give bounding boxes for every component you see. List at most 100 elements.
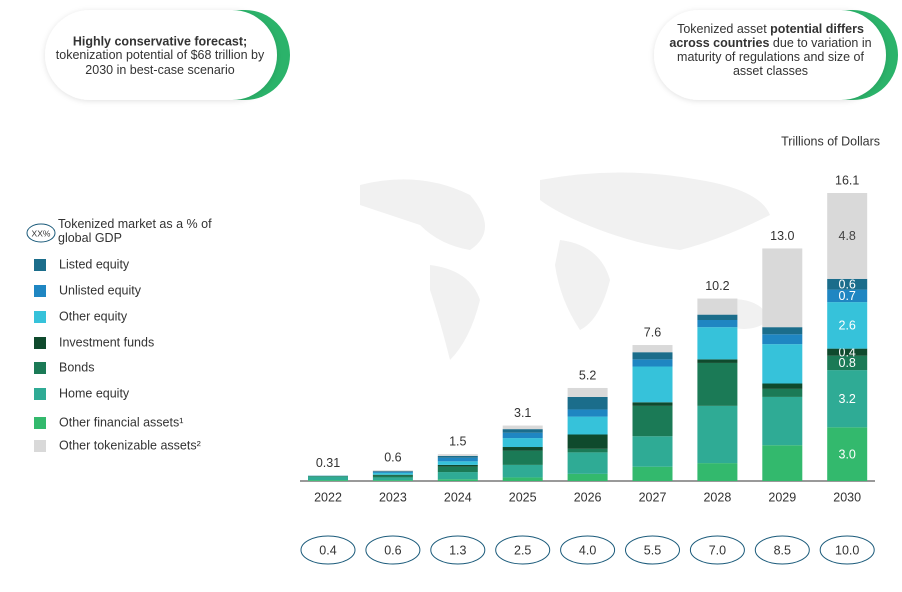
bar-segment bbox=[697, 362, 738, 406]
gdp-label: 0.6 bbox=[384, 543, 401, 557]
bar-segment bbox=[372, 477, 413, 481]
bar-segment bbox=[308, 476, 348, 481]
bar-segment bbox=[762, 327, 803, 335]
bar-segment bbox=[827, 289, 868, 303]
gdp-badge bbox=[625, 535, 680, 565]
bar-segment bbox=[372, 480, 413, 481]
legend-swatch bbox=[34, 337, 46, 349]
legend-label: Home equity bbox=[59, 386, 130, 400]
segment-label: 3.2 bbox=[839, 392, 856, 406]
bar-segment bbox=[372, 475, 413, 478]
bar-segment bbox=[567, 473, 608, 481]
bar-segment bbox=[372, 474, 413, 476]
legend-label: Listed equity bbox=[59, 257, 130, 271]
text: Tokenized asset bbox=[677, 22, 771, 36]
total-label: 13.0 bbox=[770, 229, 794, 243]
bar-segment bbox=[697, 405, 738, 464]
bar-segment bbox=[502, 477, 543, 481]
bar-segment bbox=[827, 348, 868, 356]
total-label: 10.2 bbox=[705, 279, 729, 293]
bar-segment bbox=[697, 359, 738, 363]
gdp-badge bbox=[430, 535, 486, 565]
bar-segment bbox=[762, 344, 803, 384]
legend-swatch bbox=[34, 388, 46, 400]
bar-segment bbox=[437, 479, 478, 481]
total-label: 0.31 bbox=[316, 456, 340, 470]
gdp-badge bbox=[689, 535, 745, 565]
bar-segment bbox=[827, 193, 868, 279]
bar-segment bbox=[502, 450, 543, 465]
bar-segment bbox=[437, 457, 478, 462]
bar-segment bbox=[632, 359, 673, 367]
bar-segment bbox=[372, 470, 413, 472]
legend-symbol bbox=[26, 223, 56, 243]
bar-segment bbox=[827, 278, 868, 290]
legend-swatch bbox=[34, 440, 46, 452]
gdp-label: 8.5 bbox=[774, 543, 791, 557]
bar-segment bbox=[567, 416, 608, 435]
total-label: 3.1 bbox=[514, 406, 531, 420]
x-tick-label: 2024 bbox=[444, 490, 472, 504]
bar-segment bbox=[437, 472, 478, 480]
bar-segment bbox=[632, 352, 673, 360]
bar-segment bbox=[827, 355, 868, 371]
gdp-label: 1.3 bbox=[449, 543, 466, 557]
legend-label: Unlisted equity bbox=[59, 283, 142, 297]
bar-segment bbox=[372, 471, 413, 473]
bar-segment bbox=[632, 436, 673, 467]
x-tick-label: 2022 bbox=[314, 490, 342, 504]
bar-segment bbox=[632, 345, 673, 353]
callout-title: Highly conservative forecast; bbox=[73, 34, 247, 48]
x-tick-label: 2030 bbox=[833, 490, 861, 504]
unit-label: Trillions of Dollars bbox=[781, 134, 880, 148]
legend-label: Other tokenizable assets² bbox=[59, 438, 201, 452]
segment-label: 0.8 bbox=[839, 356, 856, 370]
legend-symbol-text: XX% bbox=[32, 228, 51, 238]
segment-label: 0.7 bbox=[839, 289, 856, 303]
gdp-badge bbox=[365, 535, 421, 565]
bar-segment bbox=[567, 396, 608, 410]
segment-label: 4.8 bbox=[839, 229, 856, 243]
gdp-badge bbox=[495, 535, 551, 565]
gdp-label: 0.4 bbox=[319, 543, 336, 557]
callout-right: Tokenized asset potential differs across… bbox=[654, 10, 898, 100]
bar-segment bbox=[502, 447, 543, 451]
gdp-badge bbox=[560, 535, 616, 565]
legend-swatch bbox=[34, 285, 46, 297]
gdp-badge bbox=[819, 535, 875, 565]
bar-segment bbox=[827, 302, 868, 349]
bar-segment bbox=[437, 461, 478, 465]
bar-segment bbox=[697, 327, 738, 360]
x-tick-label: 2023 bbox=[379, 490, 407, 504]
gdp-label: 5.5 bbox=[644, 543, 661, 557]
bar-segment bbox=[697, 298, 738, 315]
bar-segment bbox=[437, 454, 478, 456]
text: due to variation in maturity of regulati… bbox=[677, 36, 872, 78]
bar-segment bbox=[697, 463, 738, 481]
bar-segment bbox=[437, 455, 478, 458]
bar-segment bbox=[697, 320, 738, 328]
bar-segment bbox=[502, 432, 543, 439]
total-label: 0.6 bbox=[384, 451, 401, 465]
bar-segment bbox=[567, 409, 608, 417]
bar-segment bbox=[762, 248, 803, 328]
text-bold: potential differs across countries bbox=[669, 22, 864, 50]
bar-segment bbox=[762, 334, 803, 345]
bar-segment bbox=[437, 466, 478, 473]
bar-segment bbox=[762, 396, 803, 446]
legend-label: Bonds bbox=[59, 360, 94, 374]
segment-label: 0.6 bbox=[839, 278, 856, 292]
x-tick-label: 2029 bbox=[768, 490, 796, 504]
map-background bbox=[360, 172, 770, 360]
x-tick-label: 2025 bbox=[509, 490, 537, 504]
callout-text: tokenization potential of $68 trillion b… bbox=[55, 48, 265, 77]
bar-segment bbox=[372, 472, 413, 475]
segment-label: 2.6 bbox=[839, 319, 856, 333]
bar-segment bbox=[308, 480, 348, 481]
legend-swatch bbox=[34, 259, 46, 271]
gdp-label: 10.0 bbox=[835, 543, 859, 557]
bar-segment bbox=[437, 464, 478, 467]
bar-segment bbox=[502, 429, 543, 433]
x-tick-label: 2028 bbox=[703, 490, 731, 504]
